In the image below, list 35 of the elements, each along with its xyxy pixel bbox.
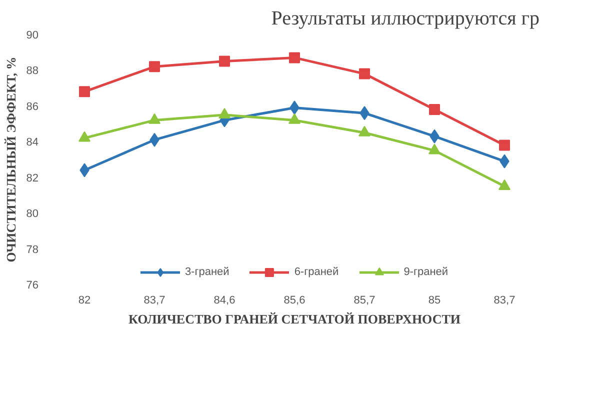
point bbox=[429, 104, 440, 115]
point bbox=[78, 131, 90, 142]
point bbox=[148, 113, 160, 124]
y-tick-label: 76 bbox=[26, 280, 39, 292]
y-tick-label: 84 bbox=[26, 136, 39, 149]
text: Результаты иллюстрируются гр bbox=[271, 8, 540, 30]
legend-label: 6-граней bbox=[294, 266, 339, 278]
x-tick-label: 83,7 bbox=[144, 294, 166, 306]
y-tick-label: 78 bbox=[26, 244, 39, 256]
y-tick-label: 90 bbox=[26, 30, 39, 42]
legend-label: 9-граней bbox=[404, 266, 448, 278]
point bbox=[218, 108, 230, 119]
y-tick-label: 80 bbox=[26, 208, 39, 220]
x-tick-label: 85,6 bbox=[284, 294, 306, 306]
point bbox=[358, 126, 370, 136]
x-tick-label: 83,7 bbox=[494, 294, 516, 306]
x-axis-title: КОЛИЧЕСТВО ГРАНЕЙ СЕТЧАТОЙ ПОВЕРХНОСТИ bbox=[128, 312, 460, 326]
legend-label: 3-граней bbox=[184, 266, 230, 278]
x-tick-label: 85 bbox=[428, 294, 441, 306]
point bbox=[219, 56, 230, 67]
y-tick-label: 86 bbox=[26, 100, 39, 113]
point bbox=[498, 179, 510, 190]
point bbox=[499, 140, 510, 151]
x-tick-label: 84,6 bbox=[214, 294, 236, 306]
point bbox=[79, 86, 90, 98]
point bbox=[359, 68, 370, 80]
point bbox=[288, 113, 300, 124]
point bbox=[149, 61, 160, 72]
y-axis-title: ОЧИСТИТЕЛЬНЫЙ ЭФФЕКТ, % bbox=[3, 56, 18, 262]
point bbox=[289, 52, 300, 64]
y-tick-label: 82 bbox=[26, 172, 39, 184]
point bbox=[428, 144, 440, 154]
x-tick-label: 85,7 bbox=[354, 294, 376, 306]
y-tick-label: 88 bbox=[26, 65, 39, 78]
x-tick-label: 82 bbox=[78, 294, 91, 306]
